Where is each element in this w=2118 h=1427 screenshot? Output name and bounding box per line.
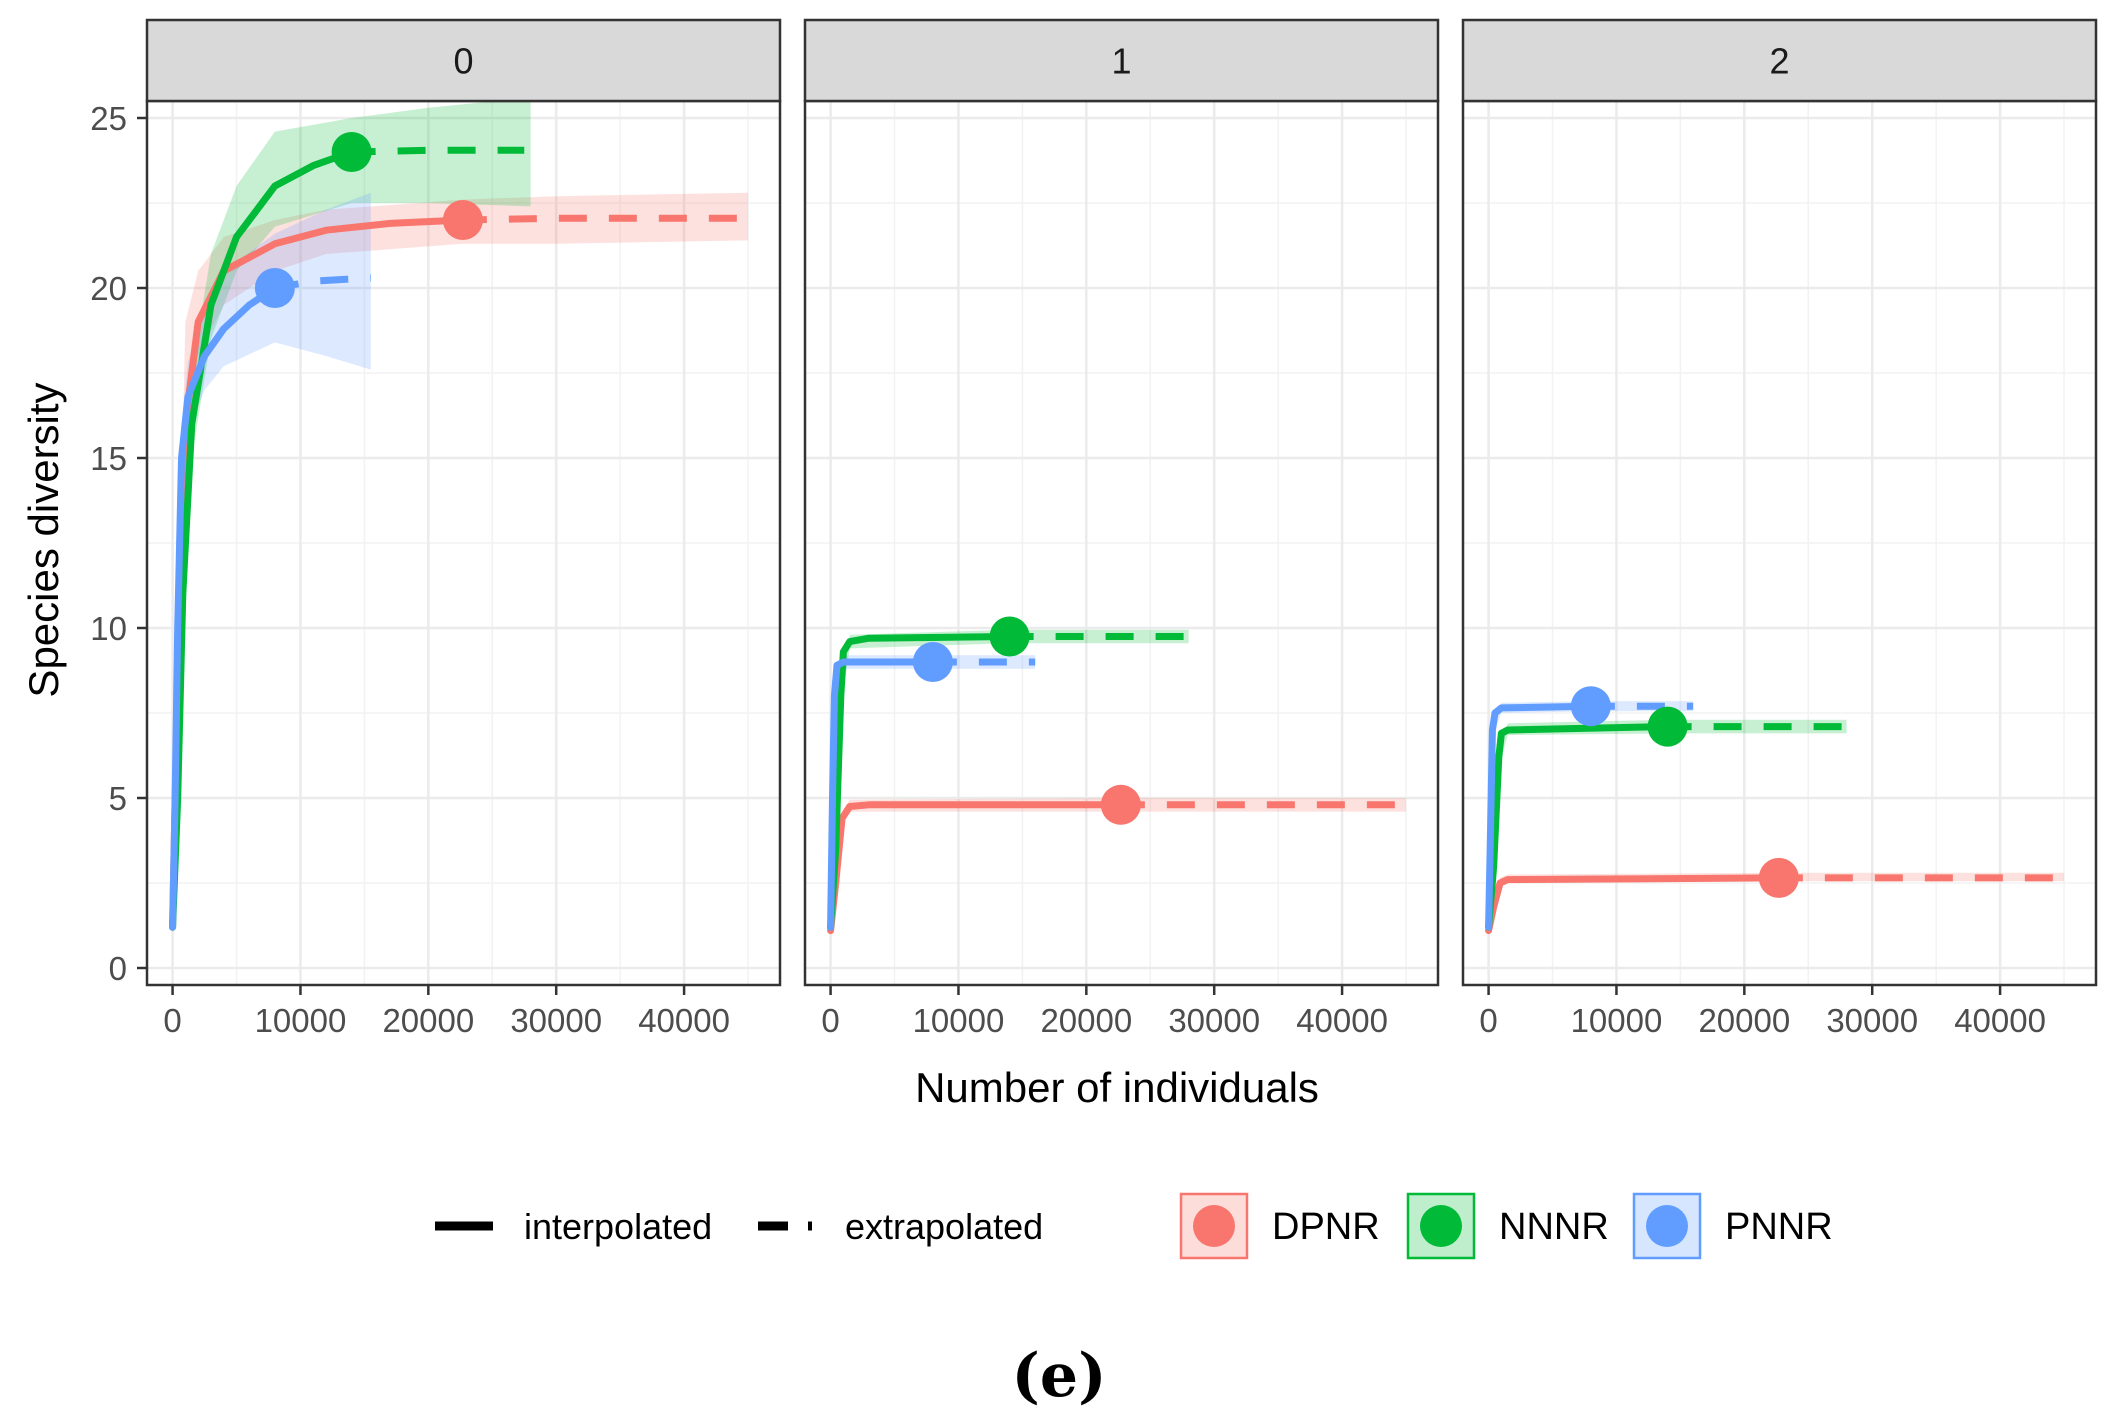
legend: interpolated extrapolated DPNR NNNR PNNR <box>435 1192 1833 1260</box>
line-interpolated-nnnr <box>827 633 1014 931</box>
point-observed-dpnr <box>442 200 483 240</box>
x-tick-label: 10000 <box>1571 1002 1663 1039</box>
line-interpolated-pnnr <box>1485 702 1595 931</box>
x-tick-label: 20000 <box>1040 1002 1132 1039</box>
x-tick-label: 20000 <box>382 1002 474 1039</box>
facet-label: 0 <box>453 41 473 82</box>
point-observed-nnnr <box>331 132 372 172</box>
point-observed-dpnr <box>1100 784 1141 825</box>
legend-label-nnnr: NNNR <box>1499 1206 1609 1248</box>
point-observed-pnnr <box>1570 686 1611 727</box>
y-tick-label: 25 <box>90 100 127 137</box>
legend-key-point-dpnr <box>1193 1205 1235 1247</box>
y-tick-label: 15 <box>90 440 127 477</box>
facet-strip <box>803 18 1440 103</box>
x-tick-label: 30000 <box>1168 1002 1260 1039</box>
y-axis-title: Species diversity <box>20 382 67 697</box>
legend-label-interpolated: interpolated <box>524 1206 712 1247</box>
x-tick-label: 20000 <box>1698 1002 1790 1039</box>
x-tick-label: 0 <box>163 1002 181 1039</box>
y-tick-label: 0 <box>109 950 127 987</box>
legend-label-dpnr: DPNR <box>1272 1206 1380 1248</box>
legend-key-point-nnnr <box>1420 1205 1462 1247</box>
facet-strip <box>145 18 782 103</box>
point-observed-pnnr <box>912 642 953 682</box>
x-tick-label: 30000 <box>510 1002 602 1039</box>
x-tick-label: 30000 <box>1826 1002 1918 1039</box>
line-interpolated-pnnr <box>169 284 279 931</box>
legend-label-extrapolated: extrapolated <box>845 1206 1043 1247</box>
line-interpolated-pnnr <box>827 658 937 931</box>
y-tick-label: 10 <box>90 610 127 647</box>
point-observed-dpnr <box>1758 857 1799 898</box>
point-observed-nnnr <box>1647 706 1688 747</box>
x-tick-label: 40000 <box>1296 1002 1388 1039</box>
band-pnnr <box>172 192 371 935</box>
point-observed-pnnr <box>254 268 295 308</box>
y-tick-label: 5 <box>109 780 127 817</box>
x-tick-label: 40000 <box>1954 1002 2046 1039</box>
x-tick-label: 0 <box>821 1002 839 1039</box>
panel-2: 2 0 10000 20000 30000 40000 <box>1461 18 2098 1039</box>
figure-caption: (e) <box>1012 1341 1107 1411</box>
panel-1: 1 0 10000 20000 30000 40000 <box>803 18 1440 1039</box>
x-tick-label: 10000 <box>255 1002 347 1039</box>
x-tick-label: 10000 <box>913 1002 1005 1039</box>
x-axis-title: Number of individuals <box>915 1064 1319 1111</box>
line-extrapolated-dpnr <box>462 214 749 224</box>
facet-label: 1 <box>1111 41 1131 82</box>
band-dpnr <box>830 798 1407 934</box>
x-tick-label: 40000 <box>638 1002 730 1039</box>
facet-strip <box>1461 18 2098 103</box>
legend-key-point-pnnr <box>1646 1205 1688 1247</box>
band-nnnr <box>172 97 531 935</box>
legend-label-pnnr: PNNR <box>1725 1206 1833 1248</box>
y-tick-label: 20 <box>90 270 127 307</box>
point-observed-nnnr <box>989 616 1030 657</box>
x-tick-label: 0 <box>1479 1002 1497 1039</box>
facet-label: 2 <box>1769 41 1789 82</box>
